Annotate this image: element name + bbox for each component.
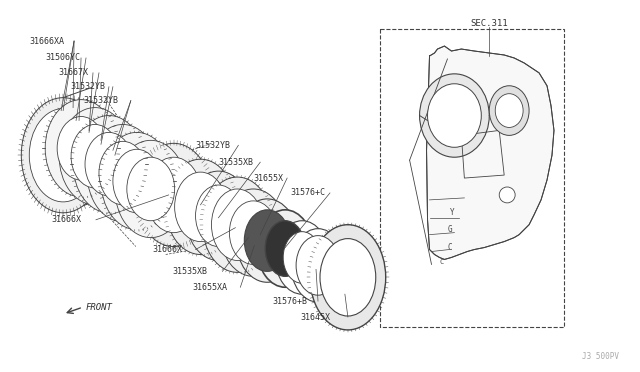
- Ellipse shape: [136, 143, 211, 247]
- Ellipse shape: [244, 210, 290, 271]
- Text: C: C: [447, 243, 452, 251]
- Text: 31535XB: 31535XB: [173, 267, 207, 276]
- Text: 31576+C: 31576+C: [290, 189, 325, 198]
- Polygon shape: [426, 46, 554, 259]
- Text: 31645X: 31645X: [300, 312, 330, 321]
- Circle shape: [499, 187, 515, 203]
- Ellipse shape: [291, 229, 345, 302]
- Ellipse shape: [73, 116, 145, 213]
- Text: J3 500PV: J3 500PV: [582, 352, 619, 361]
- Ellipse shape: [220, 189, 286, 276]
- Text: 31535XB: 31535XB: [218, 158, 253, 167]
- Ellipse shape: [211, 189, 263, 260]
- Ellipse shape: [257, 210, 313, 287]
- Text: 31666X: 31666X: [153, 245, 183, 254]
- Text: 31532YB: 31532YB: [70, 82, 105, 91]
- Ellipse shape: [71, 125, 119, 188]
- Ellipse shape: [310, 225, 386, 330]
- Ellipse shape: [127, 157, 175, 221]
- Ellipse shape: [236, 199, 298, 282]
- Ellipse shape: [320, 238, 376, 316]
- Ellipse shape: [101, 132, 173, 230]
- Text: 31576+B: 31576+B: [272, 296, 307, 306]
- Text: 31506YC: 31506YC: [45, 54, 80, 62]
- Ellipse shape: [45, 100, 117, 197]
- Text: 31667X: 31667X: [58, 68, 88, 77]
- Text: 31532YB: 31532YB: [196, 141, 230, 150]
- Ellipse shape: [275, 221, 329, 294]
- Text: C: C: [440, 259, 444, 265]
- Text: Y: Y: [449, 208, 454, 217]
- Ellipse shape: [428, 84, 481, 147]
- Bar: [380, 29, 564, 327]
- Text: 31655XA: 31655XA: [193, 283, 228, 292]
- Ellipse shape: [186, 171, 252, 260]
- Text: 31655X: 31655X: [253, 174, 284, 183]
- Ellipse shape: [202, 177, 272, 272]
- Text: 31666XA: 31666XA: [29, 36, 64, 46]
- Ellipse shape: [495, 94, 523, 128]
- Ellipse shape: [29, 109, 97, 202]
- Ellipse shape: [146, 157, 202, 232]
- Ellipse shape: [265, 221, 305, 276]
- Ellipse shape: [113, 149, 161, 213]
- Ellipse shape: [296, 235, 340, 295]
- Ellipse shape: [115, 140, 187, 238]
- Ellipse shape: [166, 159, 236, 254]
- Ellipse shape: [196, 185, 241, 247]
- Ellipse shape: [283, 232, 321, 283]
- Ellipse shape: [87, 125, 159, 222]
- Ellipse shape: [85, 132, 133, 196]
- Ellipse shape: [175, 172, 227, 241]
- Text: 31532YB: 31532YB: [83, 96, 118, 105]
- Text: FRONT: FRONT: [86, 302, 113, 312]
- Text: 31666X: 31666X: [51, 215, 81, 224]
- Ellipse shape: [59, 108, 131, 205]
- Ellipse shape: [489, 86, 529, 135]
- Text: G: G: [447, 225, 452, 234]
- Ellipse shape: [229, 201, 277, 264]
- Ellipse shape: [99, 141, 147, 205]
- Ellipse shape: [420, 74, 489, 157]
- Text: SEC.311: SEC.311: [470, 19, 508, 28]
- Ellipse shape: [57, 116, 105, 180]
- Ellipse shape: [21, 98, 105, 213]
